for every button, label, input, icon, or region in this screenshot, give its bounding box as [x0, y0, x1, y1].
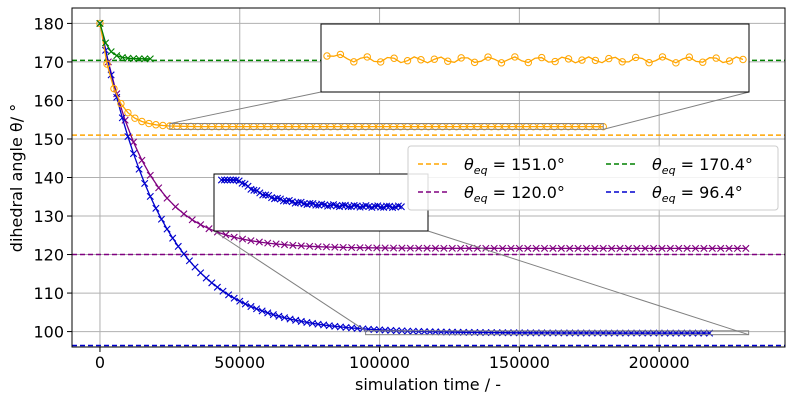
x-tick-label: 200000	[629, 353, 690, 372]
dihedral-angle-chart: 0 50000 100000 150000 200000 100 110 120 130 140 1…	[0, 0, 793, 401]
y-tick-label: 110	[33, 284, 64, 303]
y-tick-label: 120	[33, 246, 64, 265]
y-tick-label: 130	[33, 207, 64, 226]
y-tick-label: 170	[33, 53, 64, 72]
x-tick-label: 0	[95, 353, 105, 372]
y-tick-label: 150	[33, 130, 64, 149]
y-tick-label: 100	[33, 323, 64, 342]
x-tick-label: 50000	[214, 353, 265, 372]
orange-zoom-inset	[321, 24, 749, 92]
legend: θeq = 151.0° θeq = 120.0° θeq = 170.4° θ…	[408, 146, 778, 210]
y-tick-label: 140	[33, 169, 64, 188]
x-tick-label: 150000	[489, 353, 550, 372]
y-tick-label: 180	[33, 14, 64, 33]
y-axis-label: dihedral angle θ/ °	[7, 104, 26, 252]
blue-zoom-inset	[214, 174, 428, 231]
x-tick-label: 100000	[349, 353, 410, 372]
x-axis-label: simulation time / -	[355, 375, 501, 394]
y-tick-label: 160	[33, 91, 64, 110]
